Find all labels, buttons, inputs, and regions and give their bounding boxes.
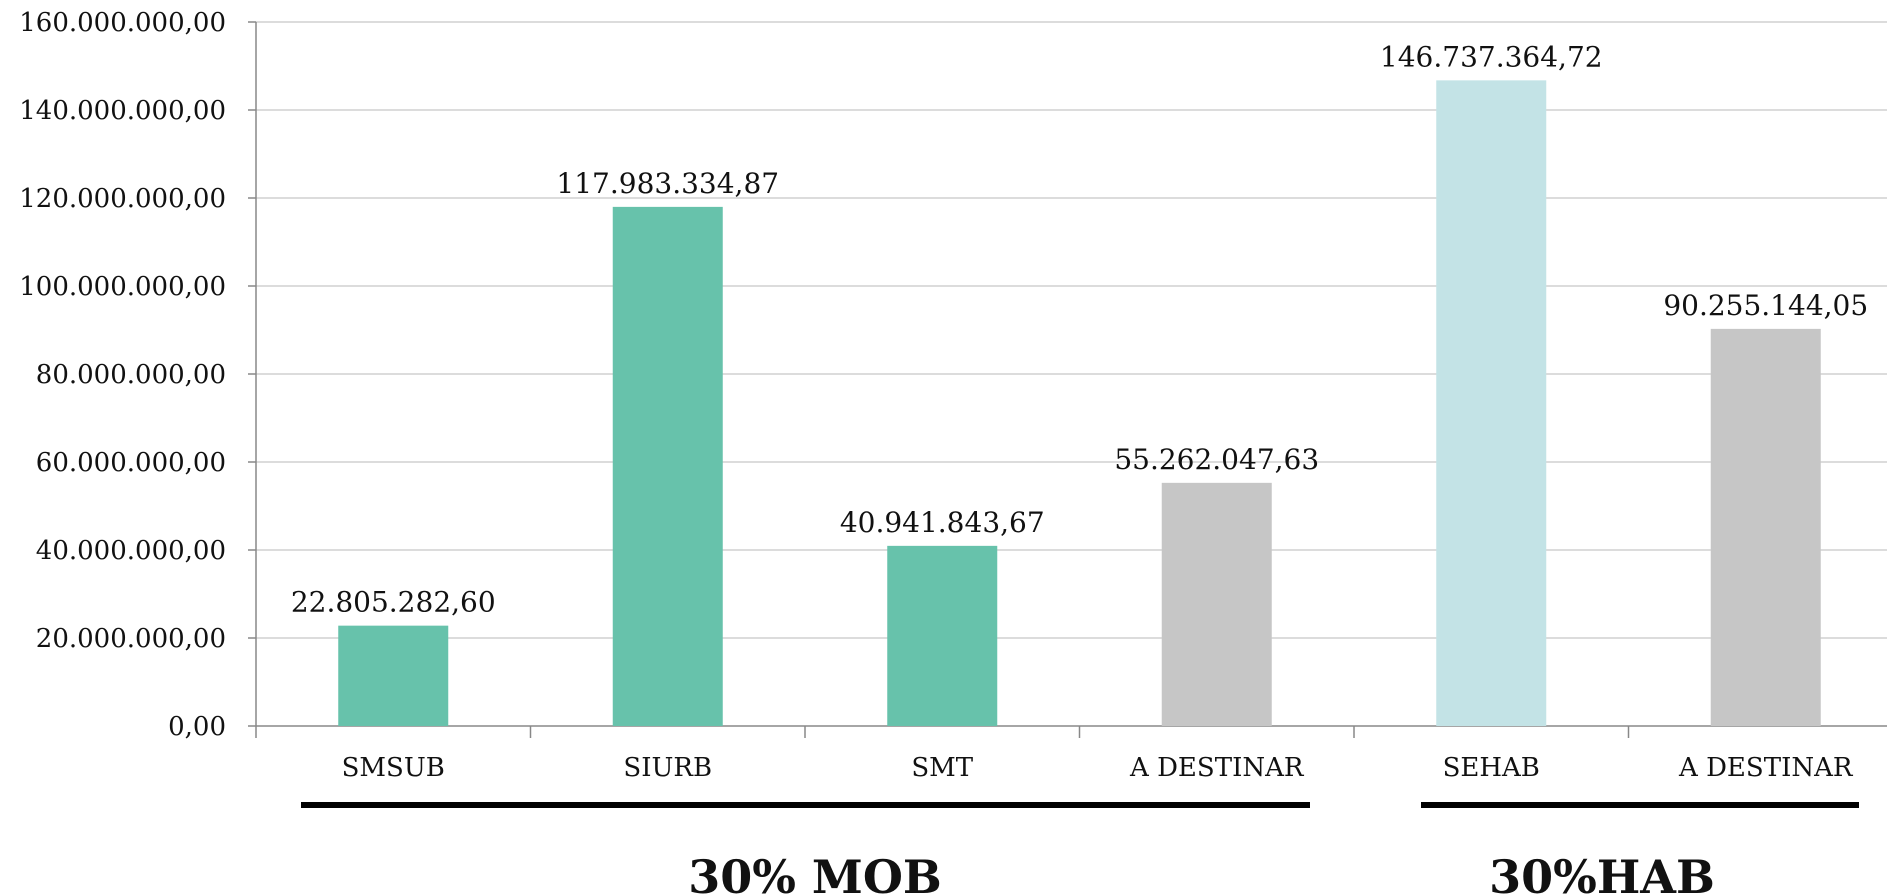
bar	[612, 206, 723, 727]
y-tick-label: 0,00	[168, 712, 226, 742]
y-tick-label: 20.000.000,00	[36, 624, 226, 654]
x-category-label: SIURB	[623, 753, 712, 783]
data-label: 40.941.843,67	[840, 506, 1045, 539]
data-label: 55.262.047,63	[1114, 443, 1319, 476]
bars	[338, 80, 1821, 727]
y-tick-label: 140.000.000,00	[19, 96, 226, 126]
category-groups: 30% MOB 30%HAB	[301, 802, 1859, 895]
x-category-label: SEHAB	[1443, 753, 1540, 783]
y-tick-label: 40.000.000,00	[36, 536, 226, 566]
data-labels: 22.805.282,60 117.983.334,87 40.941.843,67…	[291, 40, 1868, 618]
data-label: 117.983.334,87	[556, 167, 779, 200]
data-label: 90.255.144,05	[1663, 289, 1868, 322]
bar	[1161, 482, 1272, 726]
x-axis-ticks	[255, 726, 1630, 738]
x-category-label: SMSUB	[342, 753, 445, 783]
data-label: 146.737.364,72	[1380, 40, 1603, 73]
y-axis-tick-labels: 0,00 20.000.000,00 40.000.000,00 60.000.000…	[19, 8, 226, 742]
y-tick-label: 160.000.000,00	[19, 8, 226, 38]
x-category-label: A DESTINAR	[1678, 753, 1854, 783]
x-category-label: SMT	[911, 753, 973, 783]
x-category-label: A DESTINAR	[1129, 753, 1305, 783]
y-tick-label: 100.000.000,00	[19, 272, 226, 302]
group-label: 30%HAB	[1489, 850, 1715, 895]
bar	[338, 625, 449, 726]
group-label: 30% MOB	[688, 850, 942, 895]
gridlines	[248, 21, 1887, 727]
bar	[1710, 328, 1821, 726]
bar	[1436, 80, 1547, 727]
y-tick-label: 80.000.000,00	[36, 360, 226, 390]
y-tick-label: 60.000.000,00	[36, 448, 226, 478]
x-axis-category-labels: SMSUB SIURB SMT A DESTINAR SEHAB A DESTINAR	[342, 753, 1854, 783]
y-tick-label: 120.000.000,00	[19, 184, 226, 214]
data-label: 22.805.282,60	[291, 586, 496, 619]
bar	[887, 545, 998, 726]
